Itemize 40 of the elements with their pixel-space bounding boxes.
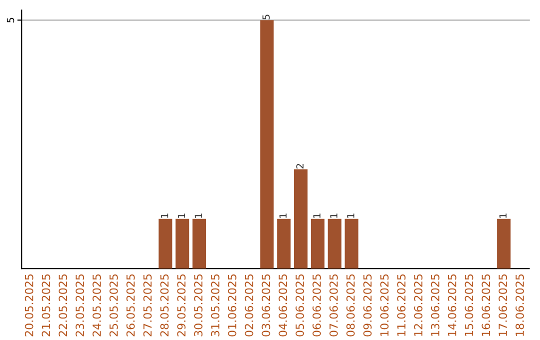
x-tick-label: 27.05.2025	[143, 274, 152, 336]
x-tick-label: 24.05.2025	[92, 274, 101, 336]
x-tick-label: 25.05.2025	[109, 274, 118, 336]
data-label: 1	[178, 214, 186, 218]
data-label: 1	[194, 214, 202, 218]
x-tick-label: 14.06.2025	[448, 274, 456, 336]
x-tick-label: 10.06.2025	[380, 274, 389, 336]
x-tick-label: 13.06.2025	[430, 274, 440, 336]
x-tick-label: 08.06.2025	[346, 274, 355, 336]
x-tick-label: 12.06.2025	[414, 274, 422, 336]
x-tick-label: 26.05.2025	[126, 274, 135, 336]
data-label: 1	[161, 214, 168, 218]
x-tick-label: 18.06.2025	[516, 274, 524, 336]
x-tick-label: 09.06.2025	[363, 274, 372, 336]
data-label: 1	[347, 214, 354, 218]
x-tick-label: 16.06.2025	[482, 274, 490, 336]
x-tick-label: 31.05.2025	[211, 274, 220, 336]
x-tick-label: 04.06.2025	[278, 274, 288, 336]
x-tick-label: 22.05.2025	[58, 274, 68, 336]
x-tick-label: 15.06.2025	[464, 274, 474, 336]
data-label: 1	[330, 214, 338, 218]
x-tick-label: 17.06.2025	[498, 274, 508, 336]
x-tick-label: 23.05.2025	[76, 274, 84, 336]
data-label: 5	[262, 14, 270, 20]
data-label: 2	[296, 164, 304, 169]
x-tick-label: 01.06.2025	[228, 274, 236, 336]
data-label: 1	[279, 214, 287, 218]
x-tick-label: 03.06.2025	[262, 274, 270, 336]
x-tick-label: 07.06.2025	[329, 274, 338, 336]
x-tick-label: 06.06.2025	[312, 274, 321, 336]
x-tick-label: 05.06.2025	[296, 274, 304, 336]
x-tick-label: 20.05.2025	[24, 274, 34, 336]
x-tick-label: 28.05.2025	[160, 274, 169, 336]
x-tick-label: 11.06.2025	[397, 274, 406, 336]
x-tick-label: 02.06.2025	[244, 274, 254, 336]
x-tick-label: 30.05.2025	[194, 274, 202, 336]
x-tick-label: 21.05.2025	[42, 274, 50, 336]
data-label: 1	[499, 214, 507, 218]
x-tick-label: 29.05.2025	[177, 274, 186, 336]
data-label: 1	[313, 214, 320, 218]
